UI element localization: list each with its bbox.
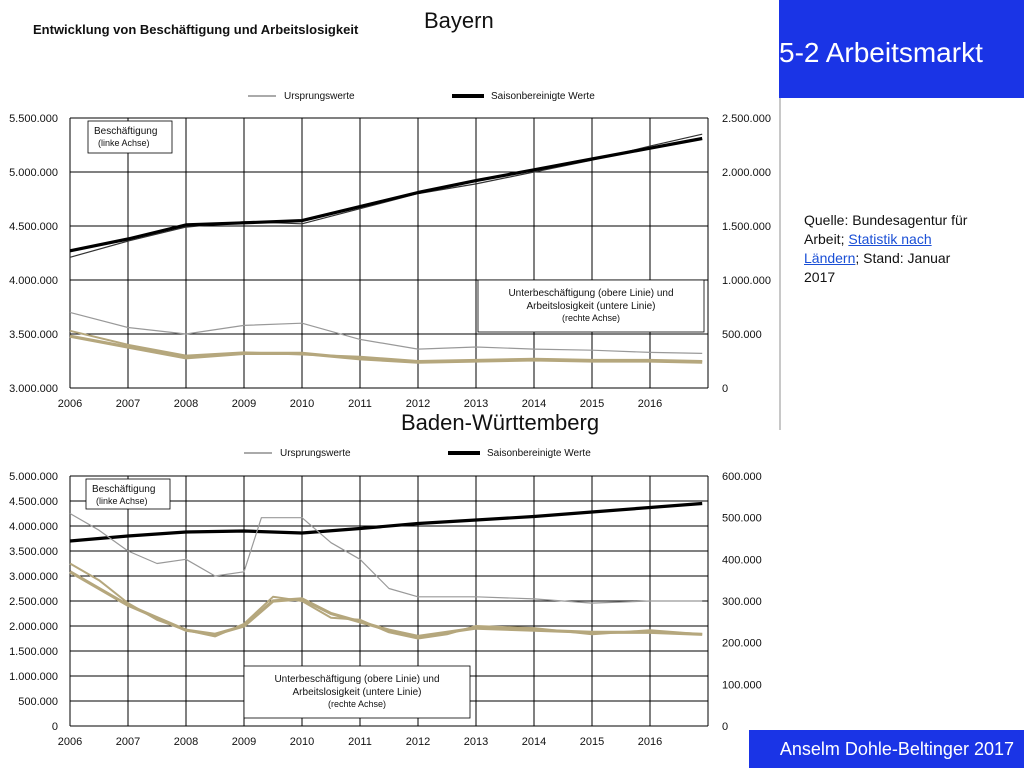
tick-left: 4.000.000 [9,275,58,287]
annotation-unemployment-line1: Unterbeschäftigung (obere Linie) und [508,288,673,299]
series-line-employment-adjusted [69,136,703,253]
annotation-employment-sub: (linke Achse) [96,496,148,506]
legend-label-adjusted: Saisonbereinigte Werte [487,448,591,459]
tick-right: 2.500.000 [722,113,771,125]
tick-left: 4.500.000 [9,221,58,233]
tick-x: 2013 [464,398,488,410]
annotation-box-unemployment [243,665,471,719]
tick-right: 400.000 [722,554,762,566]
tick-left: 1.000.000 [9,671,58,683]
tick-left: 5.500.000 [9,113,58,125]
tick-x: 2012 [406,736,430,748]
tick-x: 2007 [116,736,140,748]
tick-right: 100.000 [722,679,762,691]
tick-x: 2015 [580,398,604,410]
legend-label-adjusted: Saisonbereinigte Werte [491,91,595,102]
tick-x: 2010 [290,398,314,410]
series-line-underemployment-original [69,512,703,604]
region-title-bayern: Bayern [424,8,494,34]
annotation-employment-title: Beschäftigung [92,484,155,495]
tick-x: 2016 [638,398,662,410]
annotation-unemployment-line2: Arbeitslosigkeit (untere Linie) [527,301,656,312]
slide-title: 5-2 Arbeitsmarkt [779,37,983,68]
series-line-unemployment-adjusted [69,334,703,364]
tick-left: 3.500.000 [9,546,58,558]
footer-author: Anselm Dohle-Beltinger 2017 [779,739,1014,759]
tick-left: 4.500.000 [9,496,58,508]
legend-label-original: Ursprungswerte [280,448,351,459]
annotation-box-unemployment [477,279,705,333]
tick-x: 2011 [348,736,372,748]
tick-right: 300.000 [722,596,762,608]
annotation-unemployment-line2: Arbeitslosigkeit (untere Linie) [293,687,422,698]
tick-left: 5.000.000 [9,167,58,179]
tick-right: 0 [722,721,728,733]
tick-right: 600.000 [722,471,762,483]
tick-right: 200.000 [722,638,762,650]
annotation-unemployment-sub: (rechte Achse) [328,699,386,709]
tick-x: 2007 [116,398,140,410]
tick-x: 2010 [290,736,314,748]
tick-x: 2006 [58,398,82,410]
annotation-employment-sub: (linke Achse) [98,138,150,148]
tick-x: 2011 [348,398,372,410]
tick-x: 2012 [406,398,430,410]
tick-x: 2008 [174,736,198,748]
tick-x: 2009 [232,398,256,410]
tick-right: 500.000 [722,329,762,341]
region-title-baden-wuerttemberg: Baden-Württemberg [398,410,603,436]
tick-left: 3.500.000 [9,329,58,341]
tick-right: 1.000.000 [722,275,771,287]
series-line-underemployment-original [69,311,703,354]
tick-x: 2009 [232,736,256,748]
source-prefix: Quelle: Bundesagentur für Arbeit; [804,212,968,247]
series-line-unemployment-adjusted [69,570,703,638]
chart-sheet-title: Entwicklung von Beschäftigung und Arbeit… [33,22,359,37]
annotation-box-employment [85,478,171,510]
tick-right: 1.500.000 [722,221,771,233]
chart-bayern: Entwicklung von Beschäftigung und Arbeit… [0,0,781,430]
tick-left: 500.000 [18,696,58,708]
tick-x: 2016 [638,736,662,748]
annotation-box-employment [87,120,173,154]
source-link[interactable]: Statistik nach Ländern [804,231,932,266]
tick-left: 4.000.000 [9,521,58,533]
tick-left: 2.500.000 [9,596,58,608]
series-line-employment-adjusted [69,501,703,543]
series-line-unemployment-original [69,562,703,640]
source-suffix: ; Stand: Januar 2017 [804,250,951,285]
legend-label-original: Ursprungswerte [284,91,355,102]
tick-right: 500.000 [722,513,762,525]
tick-right: 2.000.000 [722,167,771,179]
tick-x: 2014 [522,398,546,410]
tick-left: 0 [52,721,58,733]
tick-x: 2006 [58,736,82,748]
annotation-unemployment-sub: (rechte Achse) [562,313,620,323]
slide-footer-bar: Anselm Dohle-Beltinger 2017 [749,730,1024,768]
tick-left: 3.000.000 [9,383,58,395]
tick-x: 2013 [464,736,488,748]
source-note: Quelle: Bundesagentur für Arbeit; Statis… [804,211,974,287]
slide-header-bar: 5-2 Arbeitsmarkt [779,0,1024,98]
tick-left: 5.000.000 [9,471,58,483]
tick-left: 1.500.000 [9,646,58,658]
tick-x: 2015 [580,736,604,748]
tick-left: 2.000.000 [9,621,58,633]
chart-bayern-svg: 3.000.000 3.500.000 4.000.000 4.500.000 5.00… [9,91,771,410]
tick-x: 2014 [522,736,546,748]
annotation-employment-title: Beschäftigung [94,126,157,137]
chart-bw-svg: 0 500.000 1.000.000 1.500.000 2.000.000 2.500… [9,448,762,748]
series-line-unemployment-original [69,329,703,362]
tick-x: 2008 [174,398,198,410]
tick-right: 0 [722,383,728,395]
chart-baden-wuerttemberg: 0 500.000 1.000.000 1.500.000 2.000.000 2.500… [0,430,779,768]
tick-left: 3.000.000 [9,571,58,583]
annotation-unemployment-line1: Unterbeschäftigung (obere Linie) und [274,674,439,685]
